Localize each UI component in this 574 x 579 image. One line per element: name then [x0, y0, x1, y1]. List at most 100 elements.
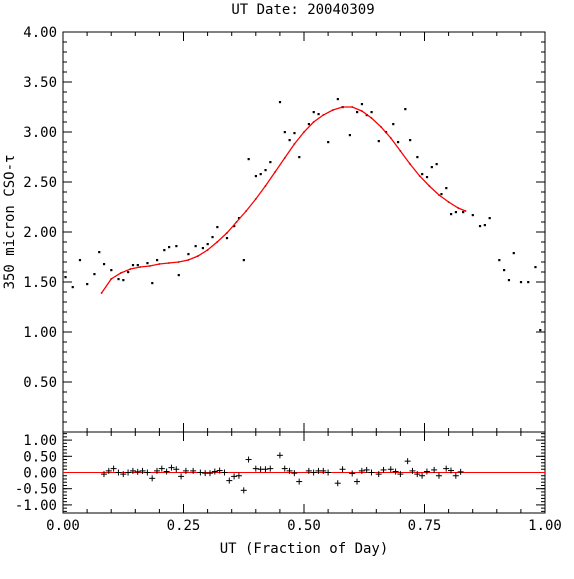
main-panel: 0.50 1.00 1.50 2.00 2.50 3.00 3.50 4.00 — [23, 25, 546, 433]
data-point — [377, 140, 380, 143]
residual-marker — [419, 472, 426, 479]
y-tick-label: 1.00 — [23, 325, 57, 341]
residual-marker — [129, 467, 136, 474]
x-axis-label: UT (Fraction of Day) — [220, 541, 389, 557]
y-tick-label: 2.00 — [23, 225, 57, 241]
fit-curve-point — [225, 232, 228, 234]
data-point — [430, 166, 433, 169]
fit-curve-point — [389, 137, 392, 139]
data-point — [136, 264, 139, 267]
residual-marker — [423, 468, 430, 475]
fit-curve-point — [351, 106, 354, 108]
data-point — [187, 253, 190, 256]
residual-marker — [178, 473, 185, 480]
data-point — [71, 286, 74, 289]
residual-marker — [105, 467, 112, 474]
residual-marker — [153, 467, 160, 474]
residual-marker — [252, 465, 259, 472]
fit-curve-point — [119, 272, 122, 274]
fit-curve-point — [293, 143, 296, 145]
fit-curve-point — [274, 171, 276, 173]
data-point — [503, 269, 506, 272]
data-point — [146, 262, 149, 265]
data-point — [117, 278, 120, 281]
fit-curve-point — [409, 163, 411, 165]
residual-marker — [404, 458, 411, 465]
residual-marker — [310, 469, 317, 476]
main-plot-frame — [62, 31, 546, 433]
fit-curve-point — [438, 194, 440, 196]
resid-y-tick-label: -0.50 — [15, 482, 57, 498]
residual-marker — [452, 472, 459, 479]
fit-curve-point — [322, 114, 325, 116]
data-point — [131, 264, 135, 267]
resid-y-tick-label: 1.00 — [23, 433, 57, 449]
data-point — [440, 193, 443, 196]
residual-marker — [380, 466, 387, 473]
residual-marker — [245, 456, 252, 463]
data-point — [356, 111, 359, 114]
residual-marker — [443, 465, 450, 472]
residual-marker — [354, 478, 361, 485]
residual-marker — [139, 467, 146, 474]
residual-marker — [387, 466, 394, 473]
x-tick-label: 0.00 — [46, 518, 80, 534]
data-point — [201, 247, 204, 250]
data-point — [254, 175, 257, 178]
data-point — [450, 213, 453, 216]
data-point — [498, 259, 501, 262]
data-point — [336, 98, 339, 101]
fit-curve-point — [464, 210, 467, 212]
data-point — [327, 141, 330, 144]
residual-marker — [363, 466, 370, 473]
residual-marker — [221, 469, 228, 476]
fit-curve-point — [187, 259, 190, 261]
fit-curve-point — [110, 278, 113, 280]
y-tick-label: 3.00 — [23, 125, 57, 141]
residual-marker — [182, 467, 189, 474]
data-point — [225, 237, 229, 240]
fit-curve-point — [100, 292, 103, 294]
data-point — [445, 187, 448, 190]
fit-curve-point — [254, 198, 257, 200]
residual-marker — [211, 468, 218, 475]
data-point — [127, 271, 130, 274]
data-point — [298, 156, 301, 159]
x-tick-label: 0.75 — [408, 518, 442, 534]
residual-marker — [281, 465, 288, 472]
data-point — [527, 281, 530, 284]
resid-y-tick-label: 0.50 — [23, 449, 57, 465]
residual-marker — [240, 487, 247, 494]
residual-marker — [231, 473, 238, 480]
fit-curve-point — [418, 175, 421, 177]
residual-marker — [276, 452, 283, 459]
residual-marker — [110, 465, 117, 472]
data-point — [155, 259, 159, 262]
residual-marker — [339, 466, 346, 473]
residual-marker — [267, 465, 274, 472]
fit-curve-point — [332, 109, 334, 111]
residual-marker — [358, 467, 365, 474]
data-point — [409, 139, 412, 142]
fit-curve-point — [303, 131, 305, 133]
data-point — [102, 263, 106, 266]
fit-curve-point — [312, 121, 315, 123]
data-point — [177, 274, 180, 277]
data-point — [392, 123, 395, 126]
fit-curve-point — [341, 106, 344, 108]
data-point — [211, 236, 214, 239]
data-point — [216, 226, 219, 229]
data-point — [471, 214, 474, 217]
x-tick-label: 0.50 — [287, 518, 321, 534]
fit-curve-point — [235, 221, 238, 223]
fit-curve-point — [447, 201, 450, 203]
residual-marker — [286, 467, 293, 474]
residual-marker — [158, 465, 165, 472]
residual-marker — [207, 470, 214, 477]
residual-marker — [216, 467, 223, 474]
data-point — [283, 131, 286, 134]
residual-marker — [190, 467, 197, 474]
data-point — [478, 225, 482, 228]
data-point — [488, 217, 491, 220]
data-point — [259, 173, 262, 176]
